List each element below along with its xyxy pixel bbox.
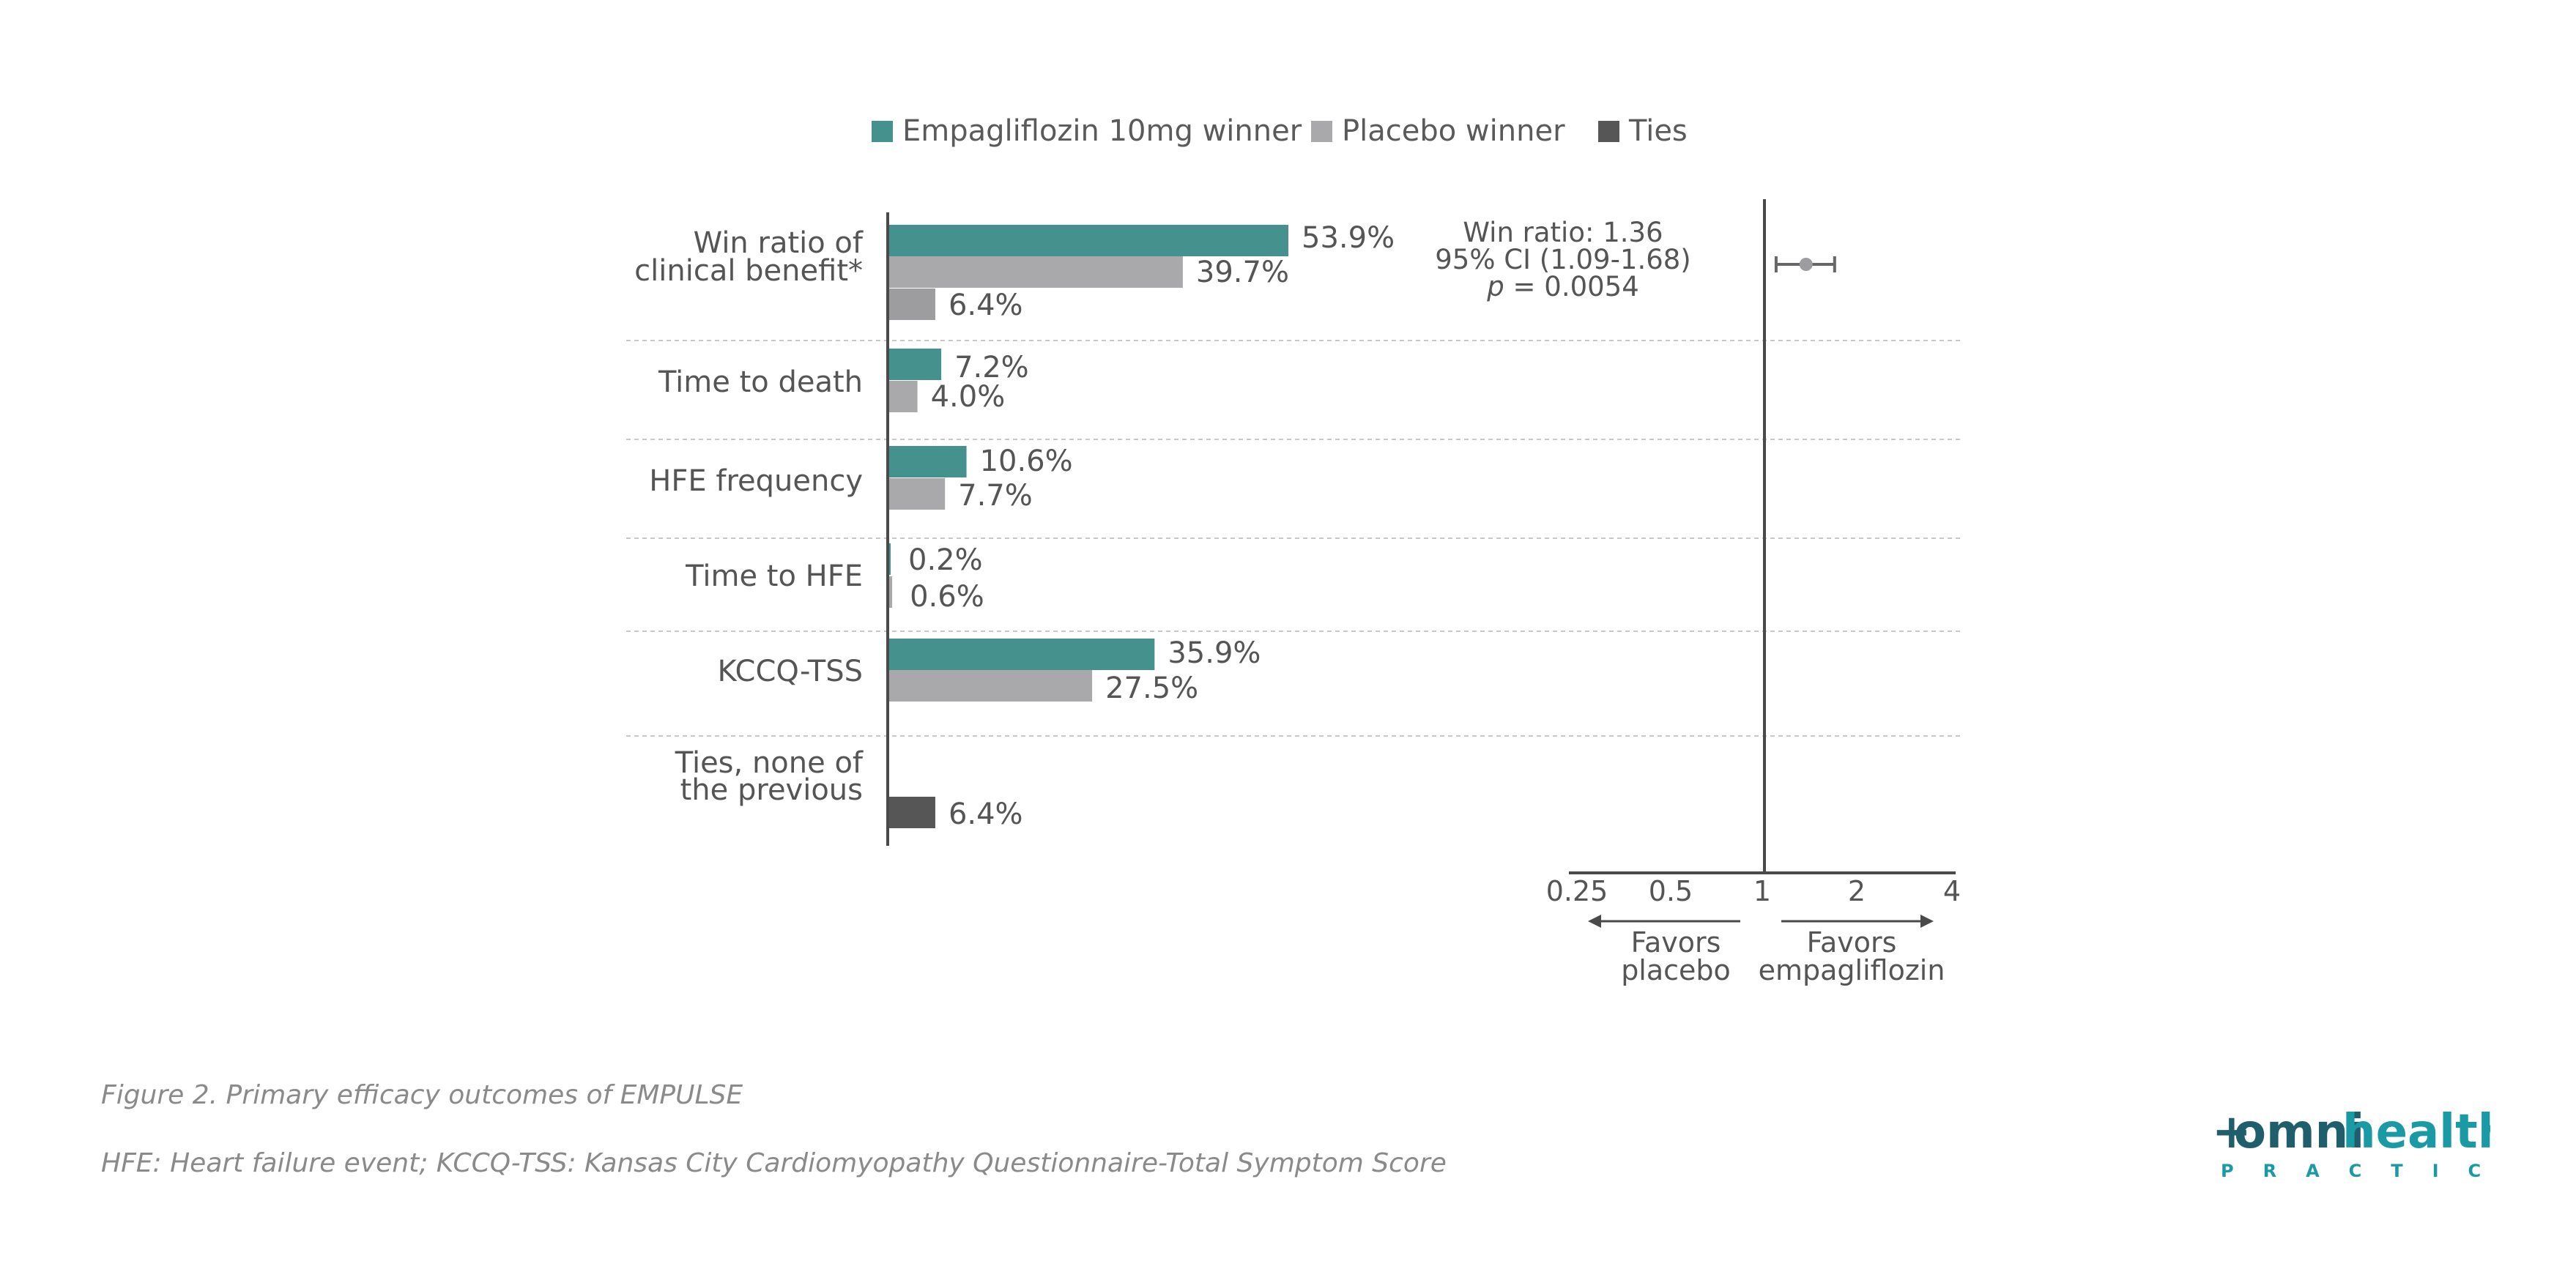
bar-placebo <box>888 478 946 510</box>
favors-empagliflozin-label: Favors <box>1807 926 1897 959</box>
legend-swatch-placebo <box>1311 121 1332 142</box>
bar-value-label: 6.4% <box>949 797 1023 831</box>
favors-empagliflozin-arrowhead <box>1920 915 1934 928</box>
brand-practice: PRACTICE <box>2221 1161 2490 1181</box>
legend: Empagliflozin 10mg winner Placebo winner T… <box>872 114 1688 148</box>
bar-placebo <box>888 256 1183 288</box>
bar-placebo <box>888 576 893 608</box>
forest-tick-label: 1 <box>1753 875 1771 907</box>
category-label: Win ratio of <box>694 226 864 260</box>
bar-empagliflozin <box>888 446 967 477</box>
forest-tick-label: 0.5 <box>1649 875 1693 907</box>
bar-value-label: 0.2% <box>908 543 983 577</box>
point-estimate <box>1799 258 1813 271</box>
win-ratio-text: Win ratio: 1.36 <box>1463 217 1663 248</box>
favors-placebo-arrowhead <box>1588 915 1601 928</box>
forest-tick-label: 4 <box>1943 875 1961 907</box>
bar-empagliflozin <box>888 349 942 380</box>
brand-health: health <box>2342 1105 2490 1159</box>
bar-value-label: 6.4% <box>949 289 1023 322</box>
figure-caption: Figure 2. Primary efficacy outcomes of E… <box>101 1080 743 1110</box>
legend-swatch-empagliflozin <box>872 121 893 142</box>
p-value-text: p = 0.0054 <box>1486 271 1639 302</box>
category-label: Ties, none of <box>675 746 864 780</box>
category-label: Time to death <box>658 365 863 399</box>
favors-placebo-label: Favors <box>1631 926 1721 959</box>
favors-placebo-label: placebo <box>1621 954 1731 986</box>
category-group: HFE frequency 10.6%7.7% <box>649 444 1072 513</box>
abbreviations-note: HFE: Heart failure event; KCCQ-TSS: Kans… <box>101 1148 1447 1178</box>
bar-value-label: 39.7% <box>1196 256 1289 289</box>
category-label: the previous <box>680 773 863 807</box>
category-group: KCCQ-TSS 35.9%27.5% <box>718 636 1261 705</box>
legend-swatch-ties <box>1598 121 1619 142</box>
bar-ties <box>888 797 935 828</box>
bar-value-label: 7.2% <box>954 351 1029 384</box>
bar-ties <box>888 289 935 320</box>
bar-value-label: 4.0% <box>931 380 1006 414</box>
bar-value-label: 0.6% <box>910 580 984 614</box>
bar-value-label: 35.9% <box>1168 636 1261 670</box>
legend-label-placebo: Placebo winner <box>1342 114 1565 148</box>
bar-empagliflozin <box>888 639 1155 670</box>
bar-value-label: 10.6% <box>980 444 1073 478</box>
forest-tick-label: 2 <box>1848 875 1866 907</box>
brand-mark: + <box>2212 1105 2252 1159</box>
bar-value-label: 7.7% <box>958 479 1033 513</box>
brand-omni: omni <box>2234 1105 2364 1159</box>
bar-value-label: 27.5% <box>1105 672 1198 705</box>
legend-label-ties: Ties <box>1628 114 1688 148</box>
bar-empagliflozin <box>888 225 1288 256</box>
favors-empagliflozin-label: empagliflozin <box>1759 954 1945 986</box>
category-label: KCCQ-TSS <box>718 655 863 688</box>
category-label: clinical benefit* <box>634 254 863 288</box>
forest-tick-label: 0.25 <box>1546 875 1608 907</box>
category-group: Time to death 7.2%4.0% <box>658 349 1029 414</box>
legend-label-empagliflozin: Empagliflozin 10mg winner <box>902 114 1302 148</box>
bar-placebo <box>888 381 918 412</box>
ci-text: 95% CI (1.09-1.68) <box>1435 244 1691 275</box>
bar-placebo <box>888 670 1093 702</box>
p-symbol: p <box>1486 271 1504 302</box>
category-group: Time to HFE 0.2%0.6% <box>685 543 984 614</box>
category-label: Time to HFE <box>685 559 863 593</box>
bar-value-label: 53.9% <box>1302 221 1395 255</box>
p-rest: = 0.0054 <box>1504 271 1639 302</box>
category-label: HFE frequency <box>649 464 863 498</box>
omnihealth-logo: + omni health PRACTICE <box>2212 1105 2490 1181</box>
